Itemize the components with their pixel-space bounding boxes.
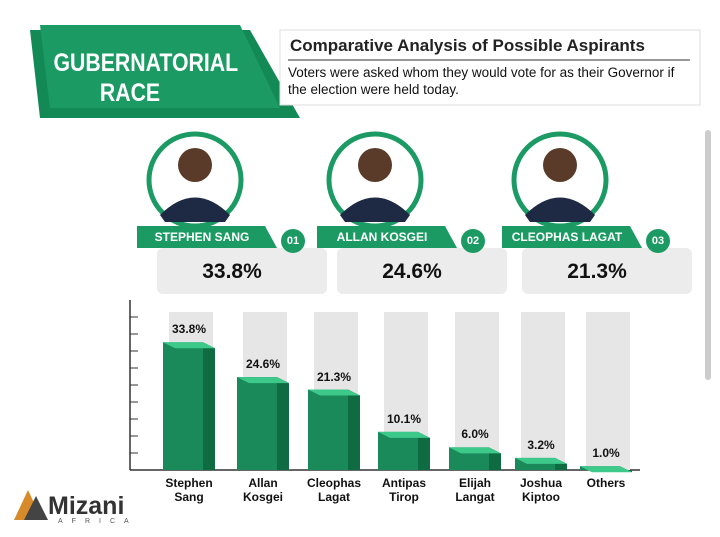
photo-body [525,197,595,222]
value-label: 1.0% [592,446,620,461]
share-card [157,248,327,294]
bar-top [237,377,289,384]
candidate-share: 33.8% [202,260,262,283]
axis-ticks [130,316,138,454]
bar-top [515,457,567,464]
bar-top [378,431,430,438]
candidate-rank: 03 [651,235,665,247]
subtitle: Voters were asked whom they would vote f… [288,65,675,97]
bar [237,377,277,470]
race-label: GUBERNATORIAL RACE [53,49,239,107]
bar-top [449,447,501,454]
value-label: 6.0% [461,427,489,442]
candidate-share: 21.3% [567,260,627,283]
candidate-name: STEPHEN SANG [154,230,250,244]
bar-top [308,389,360,396]
bar-side [277,377,289,470]
x-tick-label: Others [586,476,626,490]
logo-tagline: AFRICA [58,518,138,525]
title: Comparative Analysis of Possible Aspiran… [290,36,645,55]
candidate-rank: 02 [466,235,480,247]
value-label: 10.1% [386,411,422,426]
share-card [522,248,692,294]
name-banner [502,226,642,248]
bar-side [203,342,215,470]
photo-head [358,148,392,182]
x-tick-label: Cleophas Lagat [306,476,361,504]
bar-top [163,342,215,349]
bar [163,342,203,470]
value-label: 3.2% [527,437,555,452]
rank-badge [461,229,485,253]
title-box [279,29,701,106]
x-tick-label: Joshua Kiptoo [519,476,562,504]
logo-name: Mizani [48,492,125,520]
bar-side [418,431,430,470]
value-label: 21.3% [316,369,352,384]
name-banner [317,226,457,248]
bar-back [455,312,499,470]
photo-head [543,148,577,182]
logo-mark [14,490,48,520]
bar-top [580,466,632,473]
candidate-name: ALLAN KOSGEI [336,230,428,244]
value-label: 24.6% [245,357,281,372]
name-banner [137,226,277,248]
bar [378,431,418,470]
candidate-rank: 01 [286,235,300,247]
x-tick-label: Elijah Langat [455,476,495,504]
x-tick-label: Stephen Sang [165,476,213,504]
rank-badge [281,229,305,253]
bar-side [348,389,360,470]
photo-head [178,148,212,182]
photo-body [160,197,230,222]
race-banner [40,25,280,108]
bar-back [521,312,565,470]
x-tick-label: Allan Kosgei [242,476,283,504]
rank-badge [646,229,670,253]
share-card [337,248,507,294]
candidate-name: CLEOPHAS LAGAT [511,230,623,244]
candidate-share: 24.6% [382,260,442,283]
x-tick-label: Antipas Tirop [381,476,426,504]
value-label: 33.8% [171,322,207,337]
bar [308,389,348,470]
scrollbar [705,130,711,380]
bar-back [586,312,630,470]
photo-body [340,197,410,222]
